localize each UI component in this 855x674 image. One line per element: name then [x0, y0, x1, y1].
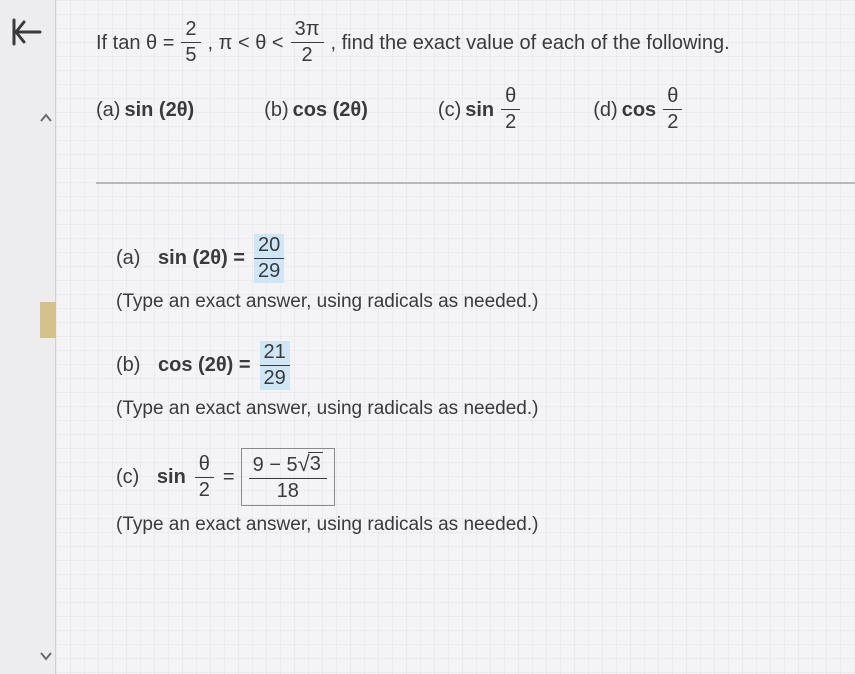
- parts-row: (a) sin (2θ) (b) cos (2θ) (c) sin θ 2 (d…: [96, 85, 835, 134]
- part-d-pre: cos: [622, 88, 656, 132]
- answer-b: (b) cos (2θ) = 21 29: [116, 341, 835, 390]
- answer-c-pre: sin: [157, 466, 186, 489]
- problem-sep: , π < θ <: [208, 21, 284, 65]
- content-area: If tan θ = 2 5 , π < θ < 3π 2 , find the…: [56, 0, 855, 674]
- answer-c-hint: (Type an exact answer, using radicals as…: [116, 514, 835, 536]
- problem-lead: If tan θ =: [96, 21, 174, 65]
- answer-c-lhsfrac: θ 2: [195, 453, 214, 502]
- answer-a-label: (a): [116, 247, 140, 270]
- answer-c-value: 9 − 5√3 18: [249, 451, 327, 503]
- answer-c-num-pre: 9 − 5: [253, 454, 298, 476]
- answer-c-input[interactable]: 9 − 5√3 18: [241, 448, 335, 506]
- scroll-up-button[interactable]: [36, 108, 56, 128]
- part-d-label: (d): [593, 88, 617, 132]
- part-c-label: (c): [438, 88, 461, 132]
- problem-statement: If tan θ = 2 5 , π < θ < 3π 2 , find the…: [56, 0, 855, 152]
- problem-tail: , find the exact value of each of the fo…: [331, 21, 730, 65]
- back-arrow-icon: [12, 16, 44, 48]
- frac-tan: 2 5: [181, 18, 200, 67]
- part-b-expr: cos (2θ): [293, 88, 368, 132]
- part-a-expr: sin (2θ): [124, 88, 194, 132]
- part-c-frac: θ 2: [501, 85, 520, 134]
- answer-b-hint: (Type an exact answer, using radicals as…: [116, 398, 835, 420]
- part-c-pre: sin: [465, 88, 494, 132]
- chevron-down-icon: [39, 649, 53, 663]
- part-a-label: (a): [96, 88, 120, 132]
- scroll-down-button[interactable]: [36, 646, 56, 666]
- answer-c-label: (c): [116, 466, 139, 489]
- answer-a-value: 20 29: [254, 234, 284, 283]
- answer-b-value: 21 29: [260, 341, 290, 390]
- part-a: (a) sin (2θ): [96, 85, 194, 134]
- answer-b-lhs: cos (2θ) =: [158, 354, 251, 377]
- frac-bound: 3π 2: [291, 18, 324, 67]
- answer-a-hint: (Type an exact answer, using radicals as…: [116, 291, 835, 313]
- section-marker: [40, 302, 56, 338]
- part-c: (c) sin θ 2: [438, 85, 523, 134]
- chevron-up-icon: [39, 111, 53, 125]
- answer-a-lhs: sin (2θ) =: [158, 247, 245, 270]
- answer-a: (a) sin (2θ) = 20 29: [116, 234, 835, 283]
- answers-area: (a) sin (2θ) = 20 29 (Type an exact answ…: [56, 184, 855, 574]
- sqrt-icon: √3: [298, 451, 323, 476]
- part-d: (d) cos θ 2: [593, 85, 685, 134]
- answer-c-eq: =: [223, 466, 235, 489]
- part-b-label: (b): [264, 88, 288, 132]
- answer-c: (c) sin θ 2 = 9 − 5√3 18: [116, 448, 835, 506]
- part-b: (b) cos (2θ): [264, 85, 368, 134]
- answer-b-label: (b): [116, 354, 140, 377]
- part-d-frac: θ 2: [663, 85, 682, 134]
- back-arrow-button[interactable]: [8, 12, 48, 52]
